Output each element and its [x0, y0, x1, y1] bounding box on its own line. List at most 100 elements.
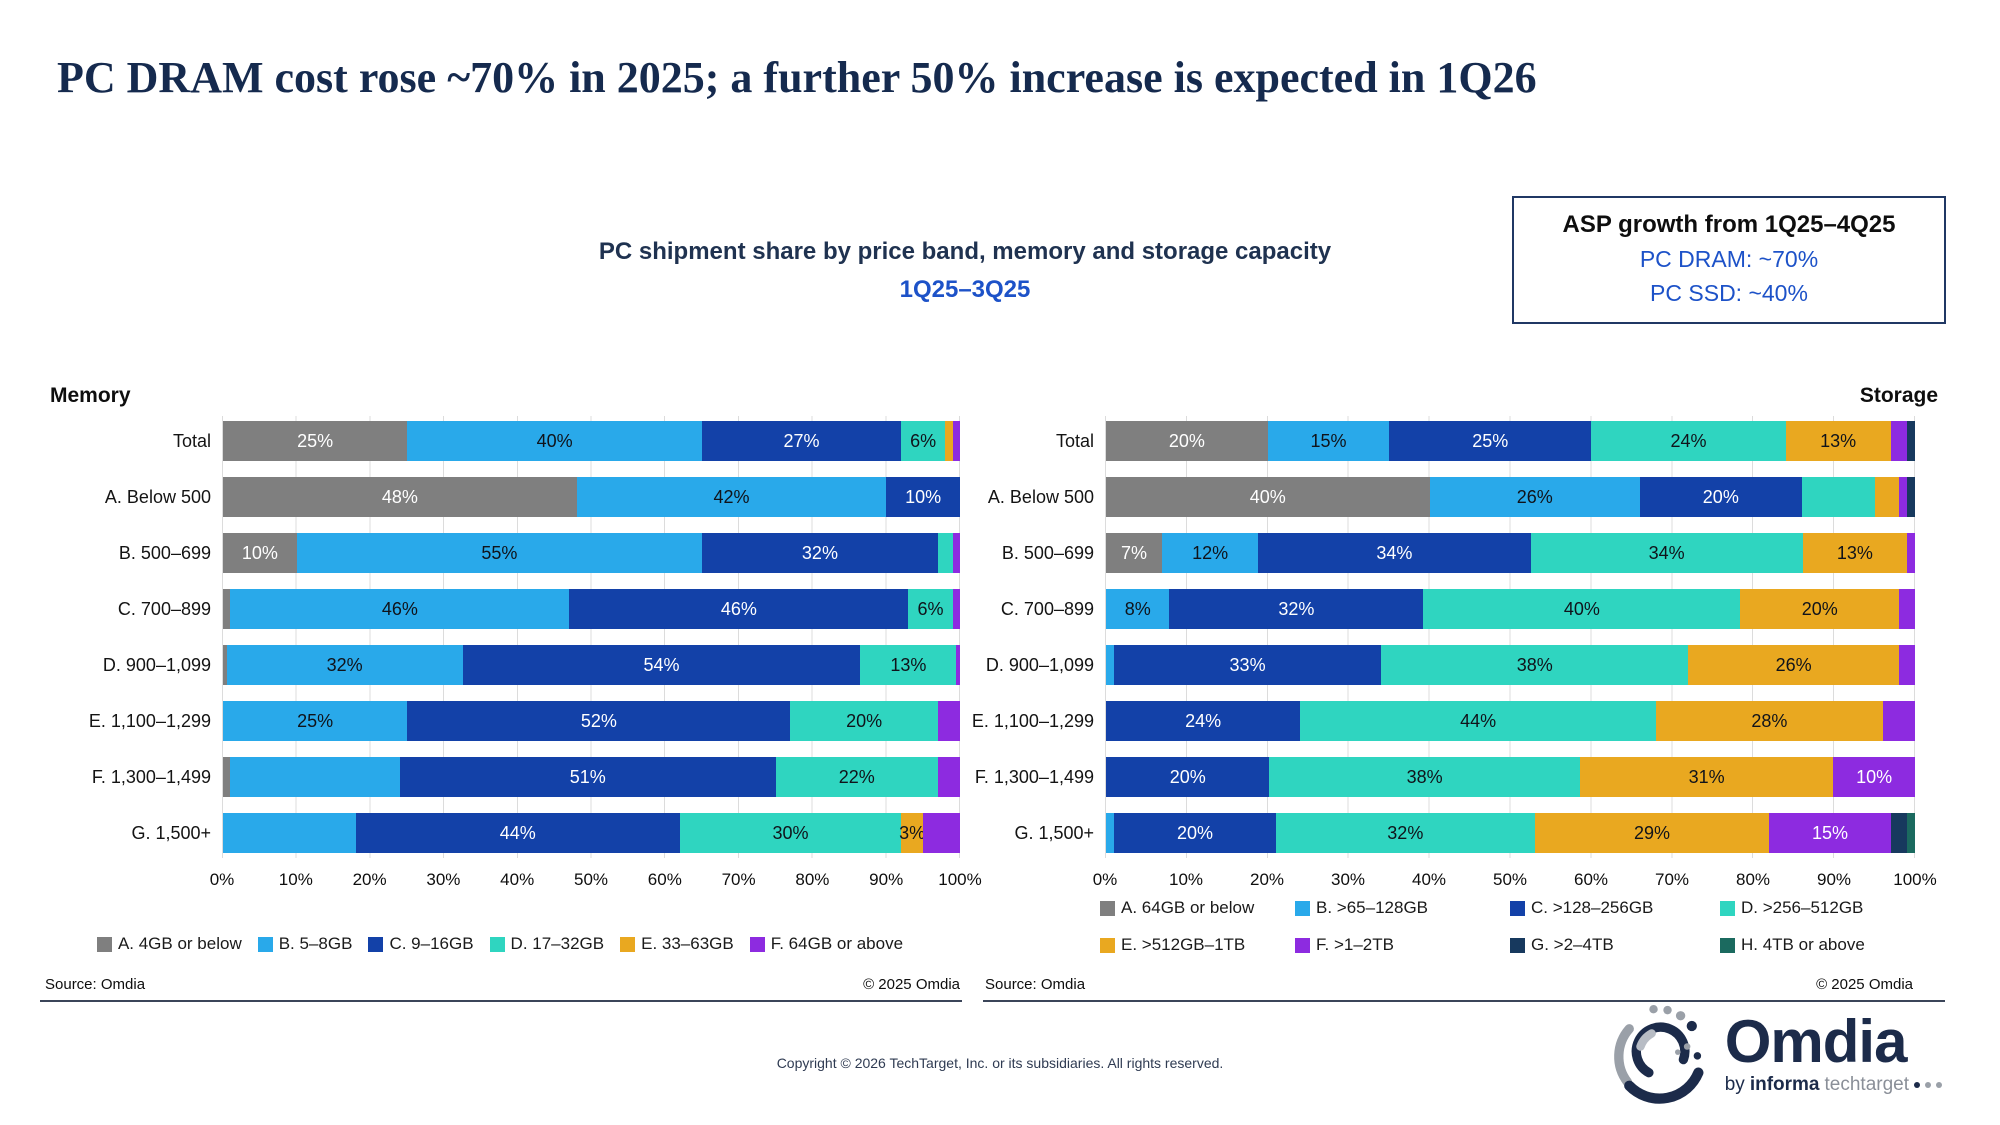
legend-swatch — [368, 936, 384, 952]
bar-segment-value: 28% — [1751, 710, 1788, 731]
stacked-bar: 25% 52% 20% — [223, 701, 960, 741]
legend-item: F. >1–2TB — [1295, 935, 1510, 955]
bar-segment — [223, 645, 227, 685]
bar-segment-value: 20% — [1801, 598, 1838, 619]
x-axis: 0% 10% 20% 30% 40% 50% 60% 70% 80% 90% 100% — [210, 862, 982, 892]
bar-segment-value: 25% — [297, 710, 334, 731]
category-label: F. 1,300–1,499 — [974, 766, 1094, 787]
bar-segment: 24% — [1591, 421, 1786, 461]
bar-segment — [952, 533, 960, 573]
category-label: D. 900–1,099 — [985, 654, 1094, 675]
stacked-bar: 8% 32% 40% 20% — [1106, 589, 1915, 629]
bar-segment: 26% — [1429, 477, 1640, 517]
bar-segment-value: 10% — [905, 486, 942, 507]
legend-swatch — [1295, 900, 1310, 916]
x-axis-tick: 0% — [209, 870, 235, 889]
bar-segment: 29% — [1534, 813, 1770, 853]
omdia-logo-mark — [1613, 1005, 1704, 1104]
page-copyright: Copyright © 2026 TechTarget, Inc. or its… — [776, 1055, 1224, 1071]
bar-segment: 28% — [1656, 701, 1883, 741]
category-label: D. 900–1,099 — [102, 654, 211, 675]
bar-segment: 48% — [223, 477, 577, 517]
x-axis-tick: 20% — [352, 870, 387, 889]
bar-segment: 6% — [901, 421, 946, 461]
stacked-bar: 7% 12% 34% 34% 13% — [1106, 533, 1915, 573]
x-axis-tick: 10% — [278, 870, 313, 889]
bar-segment: 40% — [1106, 477, 1430, 517]
stacked-bar: 24% 44% 28% — [1106, 701, 1915, 741]
legend-swatch — [96, 936, 112, 952]
bar-segment-value: 52% — [580, 710, 617, 731]
bar-segment-value: 32% — [1387, 822, 1424, 843]
memory-chart: Total A. Below 500 B. 500–699 C. 700–899 D. … — [40, 416, 982, 892]
legend-label: A. 4GB or below — [117, 934, 242, 953]
legend-swatch — [1510, 900, 1525, 916]
x-axis-tick: 90% — [1816, 870, 1852, 889]
legend-label: E. >512GB–1TB — [1121, 935, 1246, 954]
stacked-bar: 48% 42% 10% — [223, 477, 960, 517]
stacked-bar: 20% 15% 25% 24% 13% — [1106, 421, 1915, 461]
bar-segment: 12% — [1162, 533, 1259, 573]
bar-segment — [1890, 813, 1907, 853]
bar-segment: 15% — [1769, 813, 1891, 853]
bar-segment: 20% — [790, 701, 938, 741]
bar-segment: 7% — [1106, 533, 1163, 573]
bar-segment-value: 38% — [1516, 654, 1553, 675]
tagline-dot — [1936, 1082, 1942, 1088]
category-label: E. 1,100–1,299 — [88, 710, 211, 731]
bar-segment: 10% — [1833, 757, 1915, 797]
bar-segment-value: 13% — [890, 654, 927, 675]
bar-segment — [1899, 589, 1915, 629]
bar-segment-value: 46% — [381, 598, 418, 619]
bar-segment-value: 22% — [838, 766, 875, 787]
bar-segment-value: 40% — [1249, 486, 1286, 507]
category-label: G. 1,500+ — [1014, 822, 1094, 843]
bar-segment: 32% — [1275, 813, 1535, 853]
bar-segment: 25% — [1389, 421, 1592, 461]
source-note: Source: Omdia — [985, 976, 1086, 993]
bar-segment-value: 25% — [1472, 430, 1509, 451]
bar-segment — [937, 533, 953, 573]
bar-segment-value: 13% — [1836, 542, 1873, 563]
bar-segment — [952, 589, 960, 629]
tagline-dot — [1914, 1082, 1920, 1088]
x-axis-tick: 40% — [500, 870, 535, 889]
bar-segment: 55% — [296, 533, 703, 573]
bar-segment — [952, 421, 960, 461]
bar-segment — [223, 589, 231, 629]
x-axis-tick: 50% — [1492, 870, 1528, 889]
category-label: A. Below 500 — [104, 486, 211, 507]
axis-spacer — [40, 858, 222, 892]
divider-line — [40, 1000, 962, 1002]
category-label: A. Below 500 — [987, 486, 1094, 507]
bar-segment: 31% — [1579, 757, 1834, 797]
bar-segment — [1898, 645, 1915, 685]
legend-swatch — [620, 936, 636, 952]
bar-segment-value: 38% — [1406, 766, 1443, 787]
bar-segment-value: 3% — [899, 822, 926, 843]
stacked-bar: 40% 26% 20% — [1106, 477, 1915, 517]
legend-label: D. >256–512GB — [1741, 898, 1864, 917]
bar-segment: 44% — [1300, 701, 1657, 741]
bar-segment: 8% — [1106, 589, 1170, 629]
legend-label: H. 4TB or above — [1741, 935, 1865, 954]
stacked-bar: 25% 40% 27% 6% — [223, 421, 960, 461]
bar-segment: 42% — [576, 477, 887, 517]
tagline-informa: informa — [1749, 1074, 1820, 1095]
storage-panel-label: Storage — [1859, 384, 1938, 407]
bar-segment — [956, 645, 960, 685]
bar-segment: 32% — [702, 533, 938, 573]
bar-segment: 51% — [399, 757, 776, 797]
x-axis-tick: 60% — [647, 870, 682, 889]
bar-segment: 20% — [1639, 477, 1802, 517]
asp-callout-title: ASP growth from 1Q25–4Q25 — [1562, 211, 1896, 238]
bar-segment — [1898, 477, 1907, 517]
bar-segment: 13% — [860, 645, 957, 685]
bar-segment: 24% — [1106, 701, 1301, 741]
bar-segment — [937, 701, 960, 741]
storage-legend: A. 64GB or below B. >65–128GB C. >128–256G… — [1100, 898, 1940, 955]
legend-label: B. 5–8GB — [278, 934, 353, 953]
bar-segment — [923, 813, 960, 853]
bar-segment-value: 20% — [1176, 822, 1213, 843]
bar-segment: 20% — [1106, 757, 1270, 797]
